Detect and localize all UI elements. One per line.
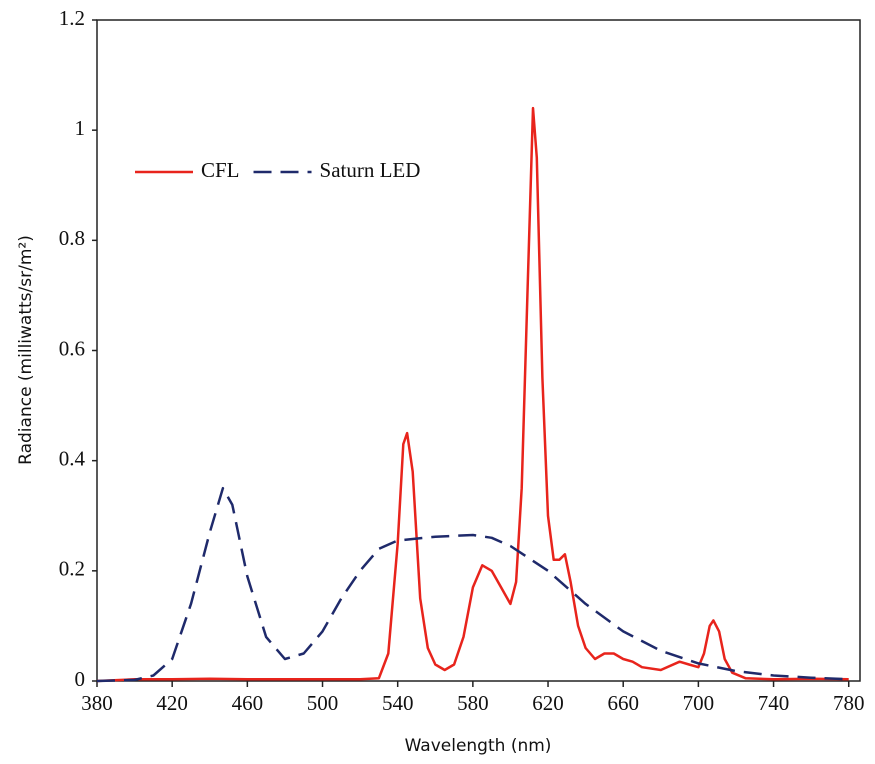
series-line [96, 486, 849, 683]
x-tick-label: 420 [156, 691, 188, 715]
y-tick-label: 0.6 [59, 336, 85, 360]
x-axis-label: Wavelength (nm) [405, 736, 552, 756]
y-axis-label: Radiance (milliwatts/sr/m²) [16, 235, 36, 465]
x-tick-label: 500 [307, 691, 339, 715]
legend-label: Saturn LED [320, 158, 421, 182]
legend-label: CFL [201, 158, 240, 182]
y-tick-label: 1 [75, 116, 86, 140]
y-tick-label: 0.4 [59, 446, 86, 470]
x-tick-label: 380 [81, 691, 113, 715]
y-tick-label: 0.2 [59, 557, 85, 581]
x-tick-label: 780 [833, 691, 865, 715]
x-tick-label: 540 [382, 691, 414, 715]
y-tick-label: 0.8 [59, 226, 85, 250]
x-tick-label: 620 [532, 691, 564, 715]
x-tick-label: 460 [232, 691, 264, 715]
y-tick-label: 0 [75, 667, 86, 691]
x-tick-label: 700 [683, 691, 715, 715]
x-tick-label: 740 [758, 691, 790, 715]
y-tick-label: 1.2 [59, 6, 85, 30]
series-line [96, 106, 849, 683]
x-tick-label: 580 [457, 691, 489, 715]
x-tick-label: 660 [607, 691, 639, 715]
plot-frame [96, 19, 861, 682]
